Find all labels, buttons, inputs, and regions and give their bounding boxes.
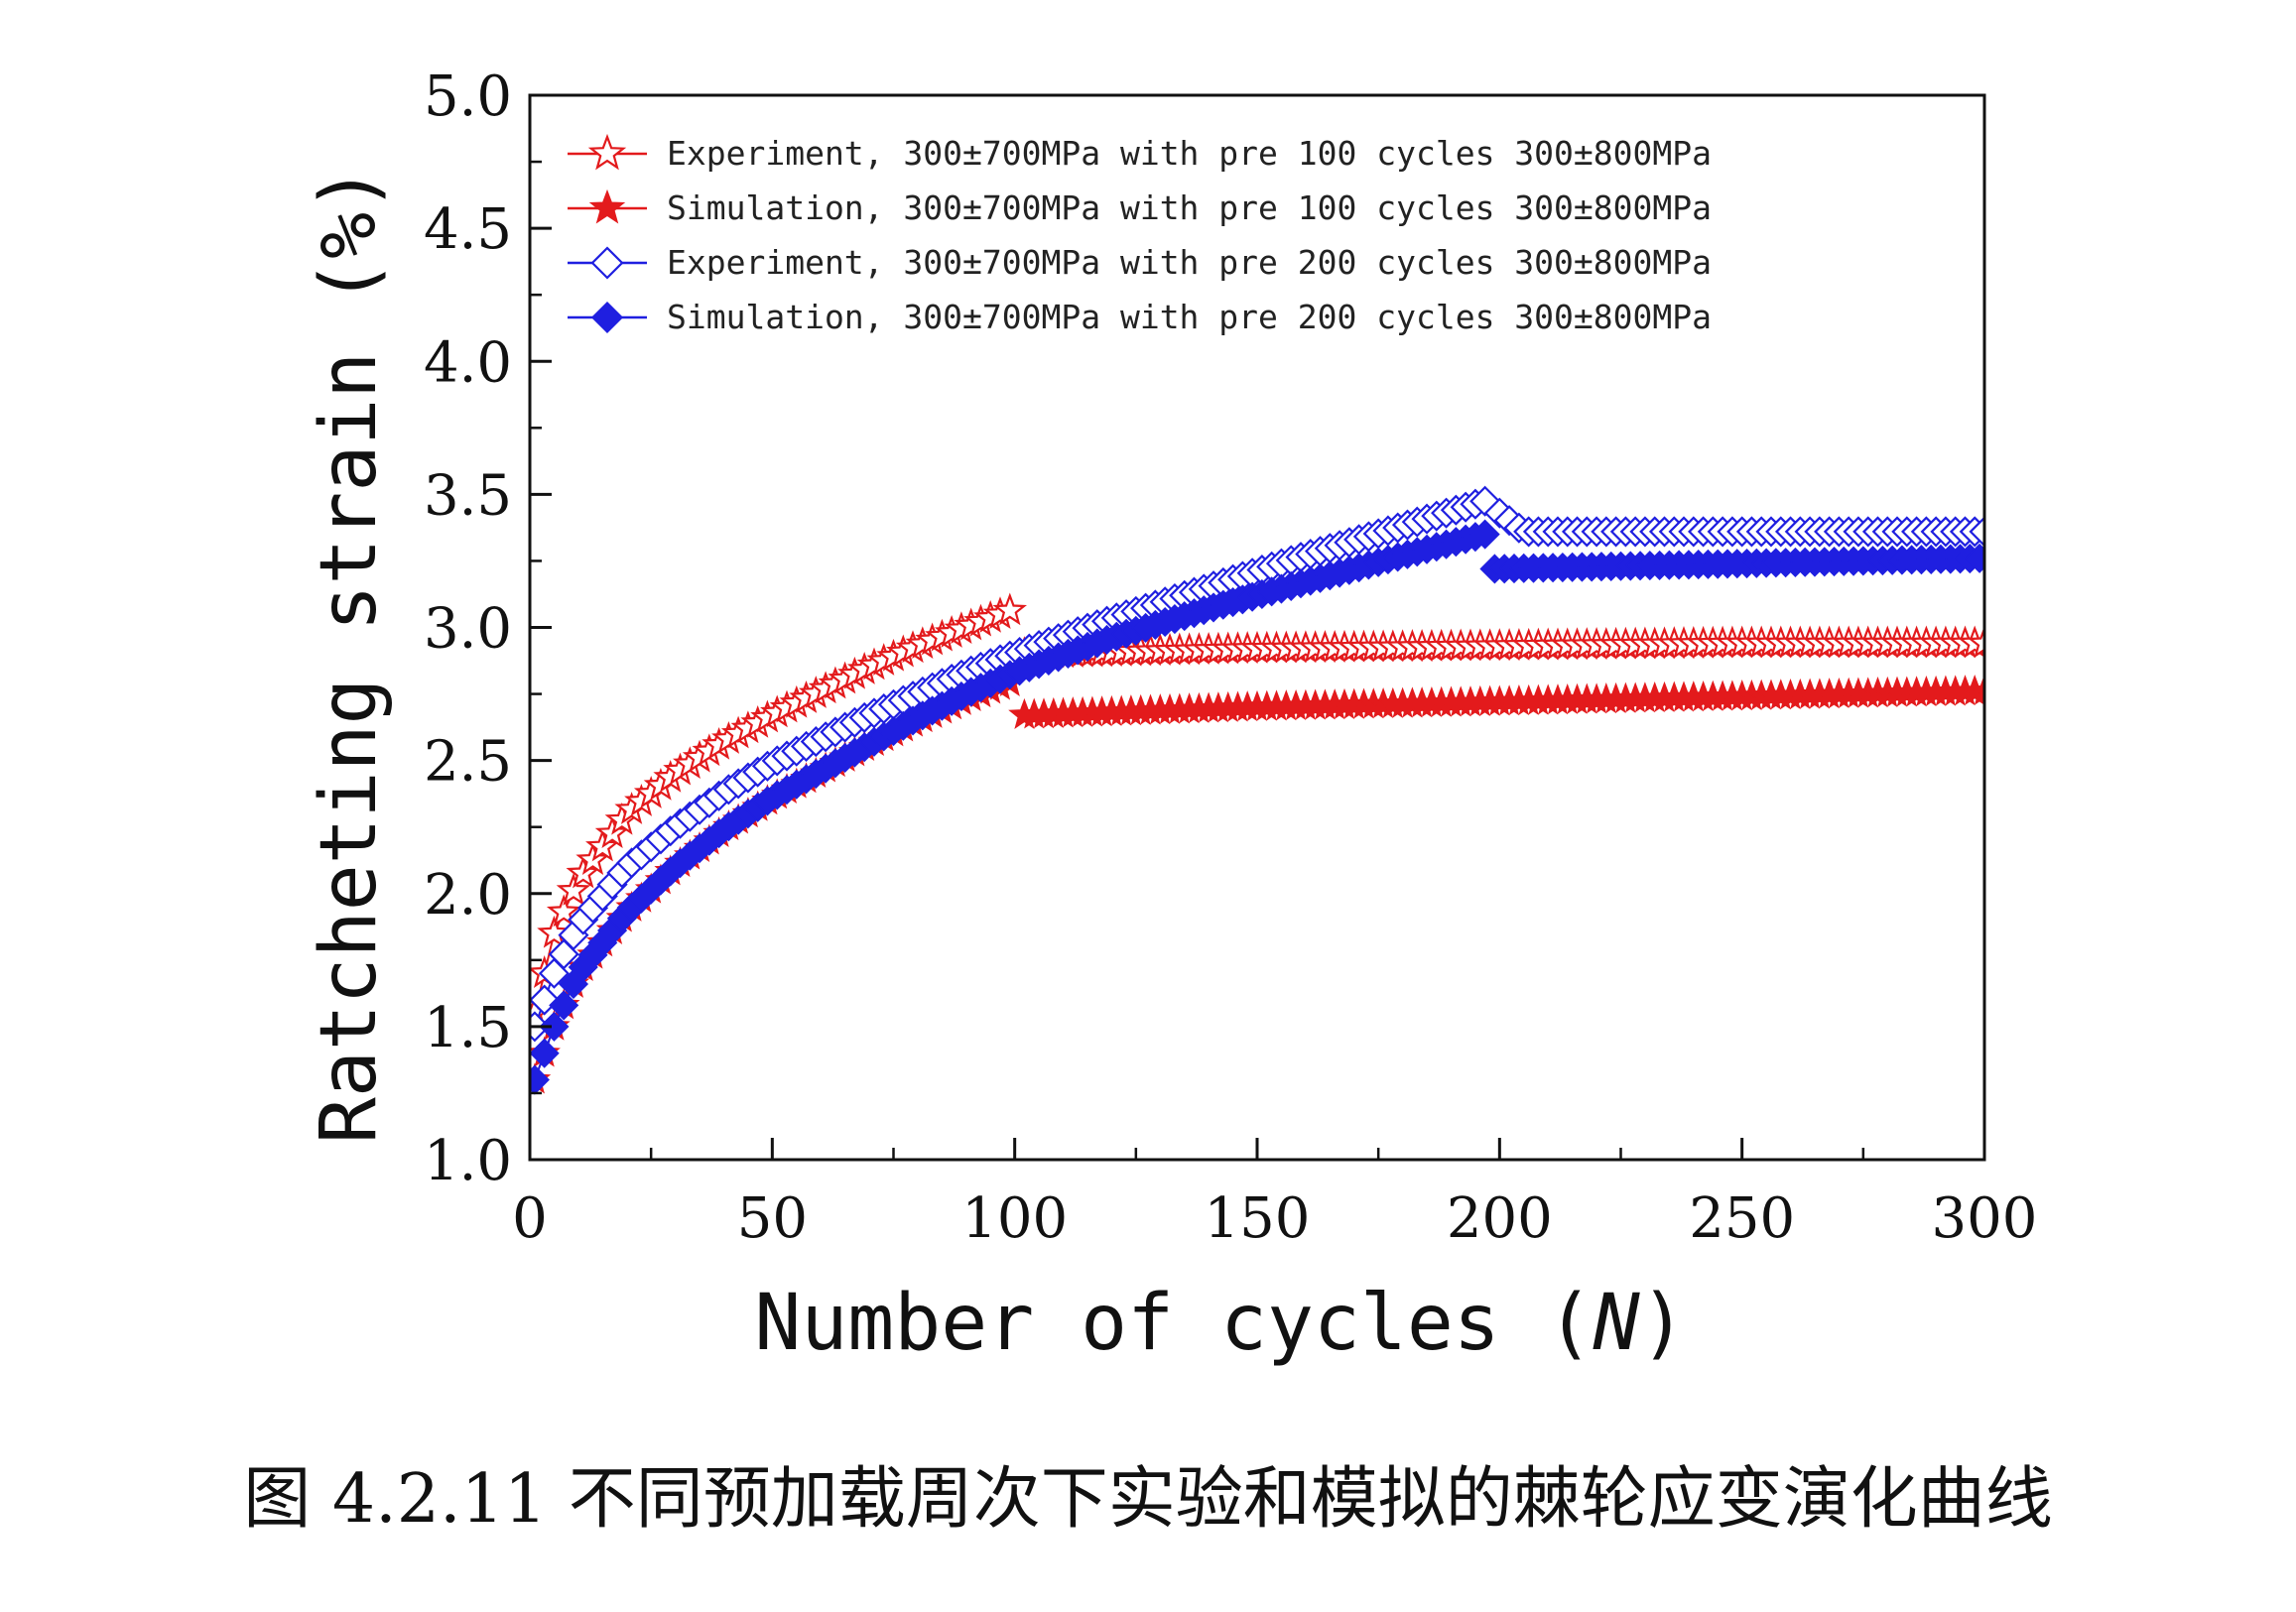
data-point (530, 1038, 560, 1068)
x-tick-label: 150 (1205, 1186, 1311, 1251)
y-axis-title: Ratcheting strain (%) (305, 166, 394, 1144)
legend-label: Simulation, 300±700MPa with pre 100 cycl… (667, 188, 1712, 227)
data-point (1965, 543, 1984, 573)
data-point (556, 872, 591, 906)
x-axis-title: Number of cycles (N) (754, 1279, 1686, 1368)
y-tick-label: 2.5 (424, 730, 512, 795)
series-layer (530, 485, 1984, 1095)
x-tick-label: 0 (512, 1186, 548, 1251)
x-tick-label: 50 (737, 1186, 808, 1251)
y-tick-label: 1.0 (424, 1129, 512, 1193)
data-point (1968, 674, 1984, 705)
data-point (1967, 625, 1984, 659)
legend-marker (588, 188, 626, 224)
series-3 (530, 485, 1984, 1043)
legend-marker (587, 133, 627, 171)
y-tick-label: 4.0 (424, 330, 512, 395)
legend-item-3: Experiment, 300±700MPa with pre 200 cycl… (568, 243, 1712, 282)
legend-item-2: Simulation, 300±700MPa with pre 100 cycl… (568, 188, 1712, 227)
y-tick-label: 5.0 (424, 64, 512, 129)
legend-marker (590, 301, 624, 334)
x-tick-label: 100 (961, 1186, 1068, 1251)
legend-label: Experiment, 300±700MPa with pre 200 cycl… (667, 243, 1712, 282)
legend-marker (590, 246, 624, 280)
y-tick-label: 2.0 (424, 863, 512, 928)
y-tick-label: 3.5 (424, 463, 512, 528)
x-tick-label: 250 (1689, 1186, 1795, 1251)
data-point (992, 592, 1027, 626)
legend-label: Simulation, 300±700MPa with pre 200 cycl… (667, 298, 1712, 336)
data-point (1469, 519, 1500, 550)
data-point (530, 1064, 550, 1095)
x-tick-label: 200 (1447, 1186, 1553, 1251)
data-point (539, 1011, 570, 1042)
data-point (549, 990, 579, 1021)
series-4 (530, 519, 1984, 1095)
y-tick-label: 3.0 (424, 597, 512, 662)
data-point (1969, 516, 1984, 548)
legend-label: Experiment, 300±700MPa with pre 100 cycl… (667, 134, 1712, 173)
legend-item-1: Experiment, 300±700MPa with pre 100 cycl… (568, 133, 1712, 173)
data-point (546, 894, 581, 928)
figure-caption: 图 4.2.11 不同预加载周次下实验和模拟的棘轮应变演化曲线 (243, 1460, 2053, 1539)
ticks-layer: 0 50 100 150 200 250 300 1.0 1.5 2.0 2.5 3.0 3.5 4.0 4… (424, 64, 2038, 1251)
y-tick-label: 1.5 (424, 996, 512, 1060)
y-tick-label: 4.5 (424, 197, 512, 262)
legend-item-4: Simulation, 300±700MPa with pre 200 cycl… (568, 298, 1712, 336)
x-axis-title-variable: N (1593, 1279, 1641, 1368)
legend: Experiment, 300±700MPa with pre 100 cycl… (568, 133, 1712, 336)
x-tick-label: 300 (1932, 1186, 2038, 1251)
